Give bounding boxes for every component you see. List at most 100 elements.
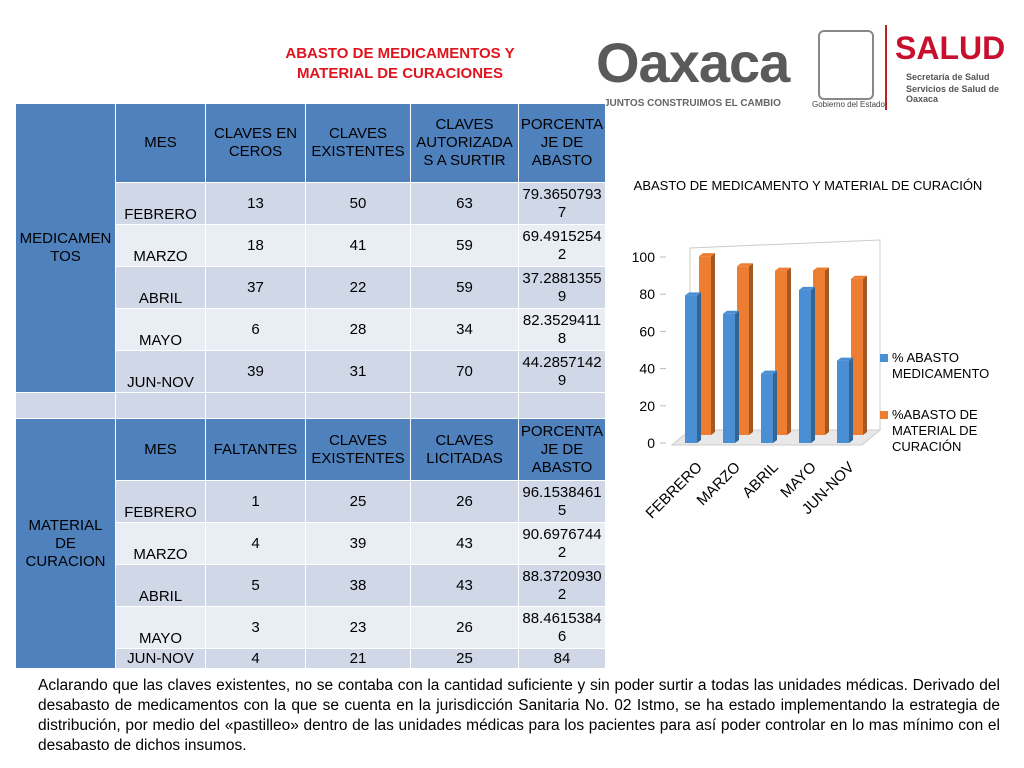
column-header: MES bbox=[115, 103, 206, 183]
cell: 28 bbox=[305, 308, 411, 351]
cell: 96.15384615 bbox=[518, 480, 606, 523]
slogan: JUNTOS CONSTRUIMOS EL CAMBIO bbox=[604, 98, 781, 109]
cell: 84 bbox=[518, 648, 606, 669]
bar-side bbox=[787, 267, 791, 435]
bar-top bbox=[813, 267, 829, 271]
legend-label: %ABASTO DE MATERIAL DE CURACIÓN bbox=[892, 407, 978, 454]
bar-side bbox=[773, 370, 777, 443]
y-tick-label: 80 bbox=[639, 286, 655, 302]
cell: 69.49152542 bbox=[518, 224, 606, 267]
blank-cell bbox=[410, 392, 519, 419]
cell: 39 bbox=[205, 350, 306, 393]
bar-top bbox=[699, 253, 715, 257]
section-label: MEDICAMENTOS bbox=[15, 103, 116, 393]
month: JUN-NOV bbox=[115, 350, 206, 393]
salud-logo: SALUD bbox=[895, 30, 1006, 66]
cell: 26 bbox=[410, 606, 519, 649]
bar-side bbox=[697, 292, 701, 443]
month: ABRIL bbox=[115, 266, 206, 309]
gobierno: Gobierno del Estado bbox=[812, 100, 885, 109]
blank-cell bbox=[518, 392, 606, 419]
cell: 4 bbox=[205, 522, 306, 565]
month: MARZO bbox=[115, 522, 206, 565]
bar bbox=[699, 256, 711, 435]
bar-top bbox=[737, 263, 753, 267]
column-header: FALTANTES bbox=[205, 418, 306, 481]
cell: 4 bbox=[205, 648, 306, 669]
bar-side bbox=[735, 310, 739, 443]
column-header: CLAVES LICITADAS bbox=[410, 418, 519, 481]
bar bbox=[723, 313, 735, 443]
x-tick-label: ABRIL bbox=[739, 459, 782, 502]
bar-side bbox=[711, 253, 715, 435]
cell: 34 bbox=[410, 308, 519, 351]
y-tick-label: 0 bbox=[647, 435, 655, 451]
bar bbox=[737, 266, 749, 435]
cell: 37.28813559 bbox=[518, 266, 606, 309]
month: ABRIL bbox=[115, 564, 206, 607]
month: MARZO bbox=[115, 224, 206, 267]
bar-side bbox=[863, 275, 867, 435]
legend-swatch bbox=[880, 411, 888, 419]
cell: 5 bbox=[205, 564, 306, 607]
bar-top bbox=[761, 370, 777, 374]
blank-cell bbox=[305, 392, 411, 419]
section-label: MATERIAL DE CURACION bbox=[15, 418, 116, 669]
bar-side bbox=[849, 357, 853, 443]
servicios: Servicios de Salud de Oaxaca bbox=[906, 84, 1000, 104]
cell: 63 bbox=[410, 182, 519, 225]
cell: 37 bbox=[205, 266, 306, 309]
bar-top bbox=[723, 310, 739, 314]
cell: 59 bbox=[410, 266, 519, 309]
cell: 79.36507937 bbox=[518, 182, 606, 225]
column-header: PORCENTAJE DE ABASTO bbox=[518, 418, 606, 481]
bar-top bbox=[851, 275, 867, 279]
legend-swatch bbox=[880, 354, 888, 362]
oaxaca-logo: Oaxaca bbox=[596, 31, 790, 94]
blank-cell bbox=[15, 392, 116, 419]
x-tick-label: FEBRERO bbox=[643, 459, 706, 522]
bar bbox=[837, 360, 849, 443]
bar-top bbox=[775, 267, 791, 271]
legend-label: % ABASTO MEDICAMENTO bbox=[892, 350, 990, 381]
column-header: CLAVES EN CEROS bbox=[205, 103, 306, 183]
cell: 82.35294118 bbox=[518, 308, 606, 351]
month: JUN-NOV bbox=[115, 648, 206, 669]
slide-title: ABASTO DE MEDICAMENTOS Y MATERIAL DE CUR… bbox=[285, 45, 515, 82]
month: FEBRERO bbox=[115, 480, 206, 523]
bar-top bbox=[685, 292, 701, 296]
cell: 18 bbox=[205, 224, 306, 267]
bar bbox=[799, 289, 811, 443]
cell: 43 bbox=[410, 522, 519, 565]
cell: 21 bbox=[305, 648, 411, 669]
month: MAYO bbox=[115, 308, 206, 351]
blank-cell bbox=[115, 392, 206, 419]
cell: 88.37209302 bbox=[518, 564, 606, 607]
column-header: CLAVES AUTORIZADAS A SURTIR bbox=[410, 103, 519, 183]
cell: 41 bbox=[305, 224, 411, 267]
cell: 13 bbox=[205, 182, 306, 225]
cell: 59 bbox=[410, 224, 519, 267]
bar bbox=[761, 373, 773, 443]
bar bbox=[813, 270, 825, 435]
data-table: MEDICAMENTOS MES CLAVES EN CEROS CLAVES EXI… bbox=[15, 103, 606, 669]
column-header: PORCENTAJE DE ABASTO bbox=[518, 103, 606, 183]
bar-side bbox=[811, 286, 815, 443]
cell: 1 bbox=[205, 480, 306, 523]
cell: 25 bbox=[410, 648, 519, 669]
y-tick-label: 40 bbox=[639, 361, 655, 377]
cell: 44.28571429 bbox=[518, 350, 606, 393]
secretaria: Secretaría de Salud bbox=[906, 72, 990, 82]
month: FEBRERO bbox=[115, 182, 206, 225]
cell: 88.46153846 bbox=[518, 606, 606, 649]
note: Aclarando que las claves existentes, no … bbox=[38, 677, 1000, 754]
divider bbox=[885, 25, 887, 110]
y-tick-label: 20 bbox=[639, 398, 655, 414]
month: MAYO bbox=[115, 606, 206, 649]
cell: 23 bbox=[305, 606, 411, 649]
y-tick-label: 60 bbox=[639, 323, 655, 339]
bar-side bbox=[825, 267, 829, 435]
cell: 70 bbox=[410, 350, 519, 393]
bar bbox=[775, 270, 787, 435]
